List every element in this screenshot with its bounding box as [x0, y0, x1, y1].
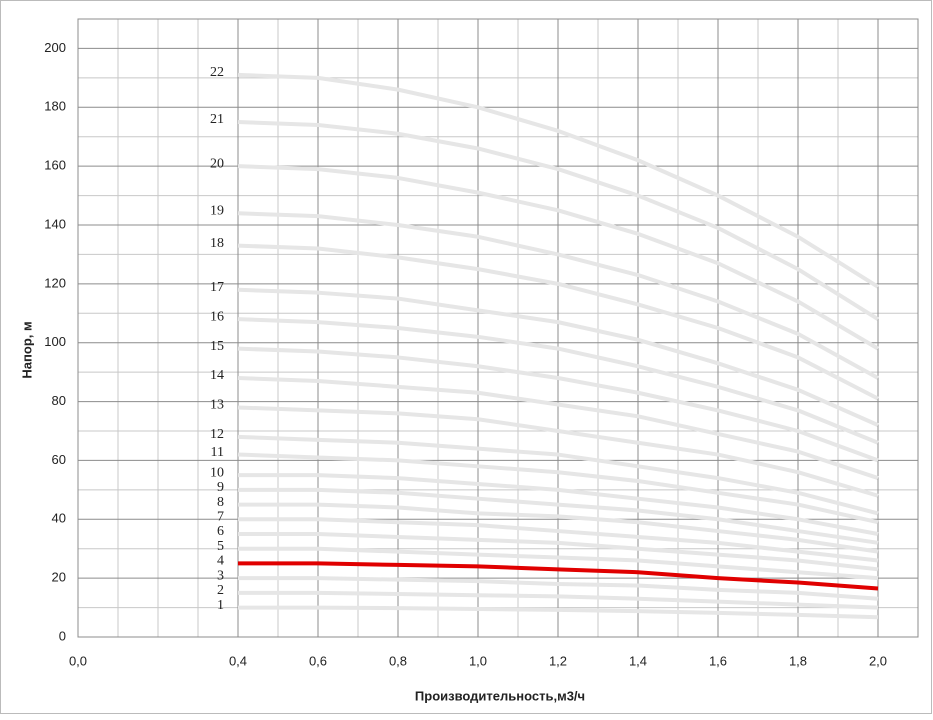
x-tick-label: 2,0 — [869, 653, 887, 668]
y-tick-label: 180 — [44, 99, 66, 114]
x-tick-label: 1,4 — [629, 653, 647, 668]
x-axis-title: Производительность,м3/ч — [415, 688, 585, 703]
x-tick-label: 1,0 — [469, 653, 487, 668]
y-tick-label: 160 — [44, 158, 66, 173]
series-label: 22 — [210, 65, 224, 80]
y-tick-label: 20 — [52, 570, 66, 585]
series-line — [238, 590, 879, 610]
series-label: 12 — [210, 427, 224, 442]
y-tick-label: 200 — [44, 40, 66, 55]
series-line — [238, 532, 879, 572]
series-line — [237, 164, 880, 351]
series-line — [238, 502, 879, 554]
x-tick-label: 1,6 — [709, 653, 727, 668]
series-line — [238, 546, 879, 581]
series-line — [237, 243, 879, 401]
series-line — [238, 473, 879, 536]
series-line — [237, 287, 879, 427]
series-line — [237, 317, 879, 445]
series-line — [237, 376, 879, 480]
y-tick-label: 0 — [59, 628, 66, 643]
series-line — [238, 561, 879, 591]
series-line — [238, 605, 879, 620]
series-line — [237, 120, 880, 321]
series-label: 4 — [217, 554, 224, 569]
series-line — [237, 72, 880, 289]
series-label: 13 — [210, 398, 224, 413]
series-label: 16 — [210, 309, 224, 324]
series-line — [237, 211, 879, 380]
series-label: 5 — [217, 539, 224, 554]
series-label: 11 — [211, 445, 224, 460]
plot-area — [77, 18, 919, 638]
series-line — [238, 487, 879, 545]
y-tick-label: 80 — [52, 393, 66, 408]
series-label: 19 — [210, 203, 224, 218]
series-line — [238, 517, 879, 563]
series-label: 2 — [217, 583, 224, 598]
series-label: 1 — [217, 598, 224, 613]
series-label: 10 — [210, 465, 224, 480]
x-tick-label: 0,6 — [309, 653, 327, 668]
y-tick-label: 60 — [52, 452, 66, 467]
series-line — [237, 346, 879, 463]
series-label: 14 — [210, 368, 224, 383]
x-tick-label: 1,2 — [549, 653, 567, 668]
series-line — [238, 576, 879, 601]
series-label: 18 — [210, 236, 224, 251]
series-label: 20 — [210, 156, 224, 171]
x-tick-label: 0,4 — [229, 653, 247, 668]
series-line — [237, 452, 879, 525]
y-tick-label: 120 — [44, 275, 66, 290]
series-label: 21 — [210, 112, 224, 127]
x-tick-label: 0,8 — [389, 653, 407, 668]
series-label: 17 — [210, 280, 224, 295]
y-axis-title: Напор, м — [19, 321, 34, 378]
y-tick-label: 40 — [52, 511, 66, 526]
y-tick-label: 100 — [44, 334, 66, 349]
y-tick-label: 140 — [44, 216, 66, 231]
x-tick-label: 1,8 — [789, 653, 807, 668]
series-label: 6 — [217, 524, 224, 539]
series-label: 8 — [217, 495, 224, 510]
series-label: 15 — [210, 339, 224, 354]
series-label: 7 — [217, 510, 224, 525]
series-label: 9 — [217, 480, 224, 495]
series-label: 3 — [217, 568, 224, 583]
series-line — [237, 405, 879, 498]
series-line — [237, 434, 879, 516]
x-tick-label: 0,0 — [69, 653, 87, 668]
